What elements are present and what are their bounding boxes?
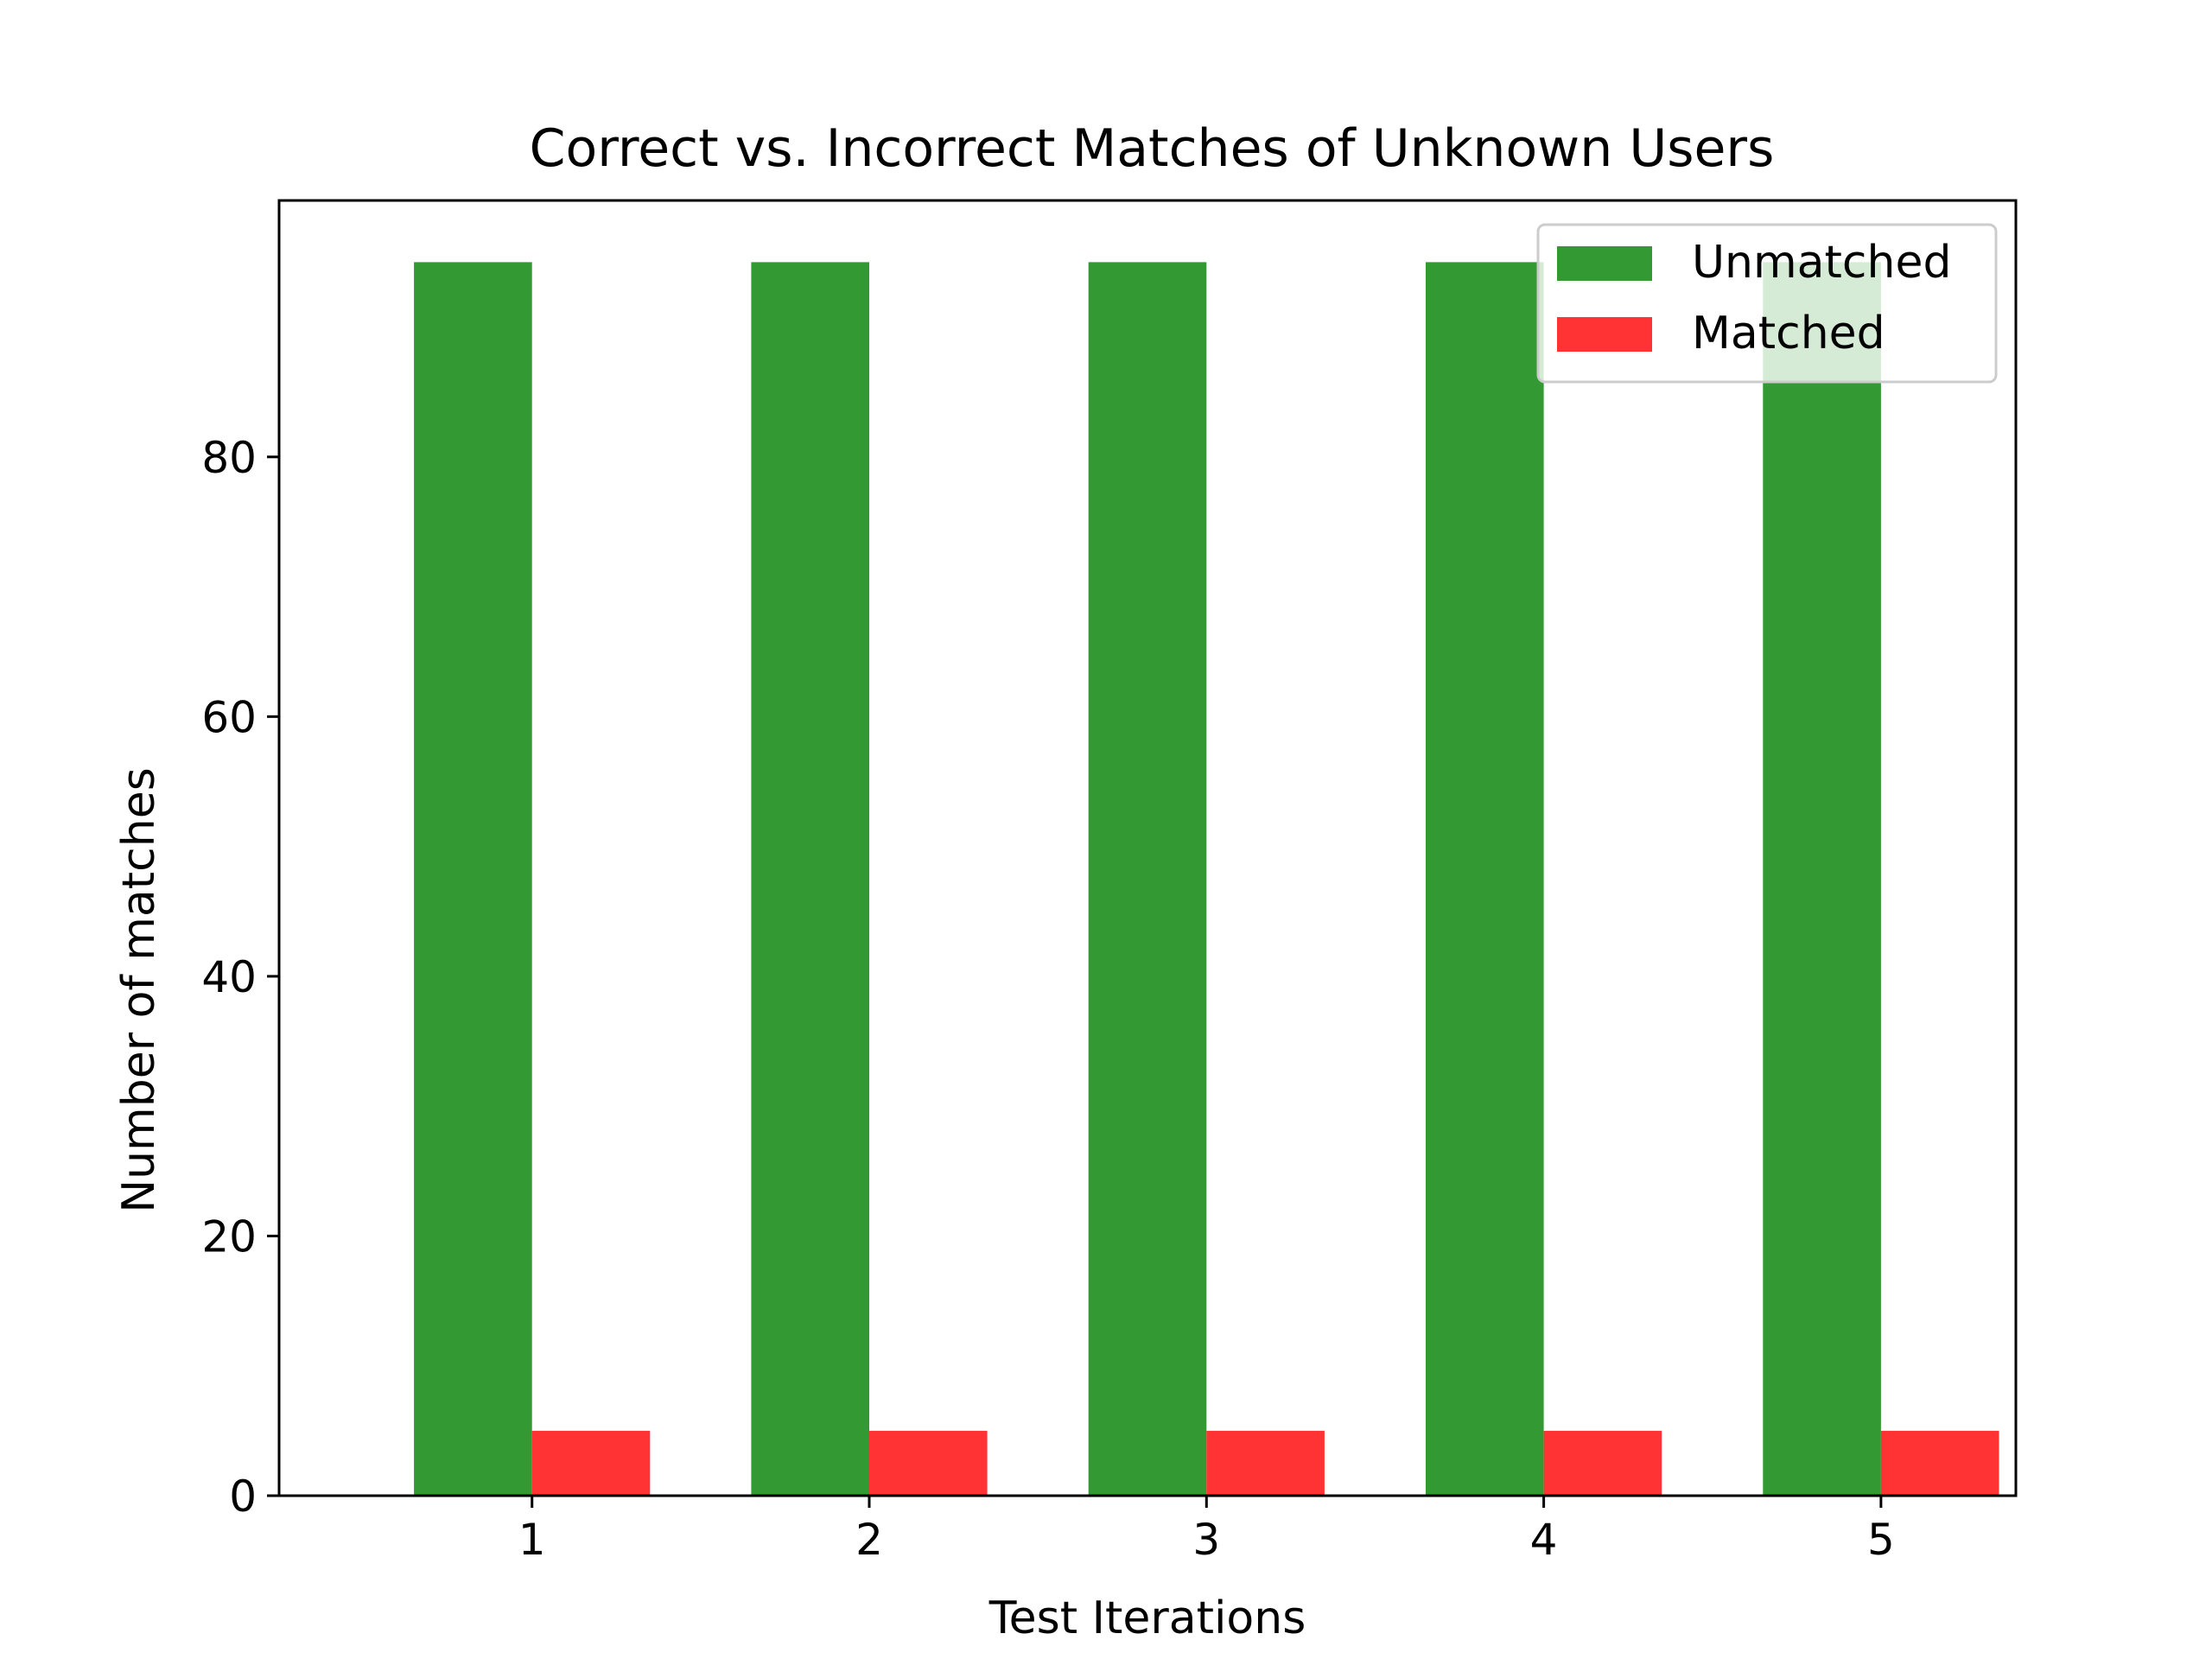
x-tick-label: 5: [1867, 1515, 1895, 1565]
legend: Unmatched Matched: [1536, 223, 1998, 384]
bar-matched-3: [1206, 1430, 1325, 1496]
x-axis: 1 2 3 4 5: [518, 1496, 1895, 1565]
y-tick-label: 80: [201, 433, 257, 483]
y-tick-label: 0: [229, 1471, 257, 1522]
bar-unmatched-2: [751, 262, 869, 1496]
y-tick-label: 40: [201, 952, 257, 1002]
bar-unmatched-3: [1088, 262, 1207, 1496]
bar-unmatched-4: [1426, 262, 1544, 1496]
x-axis-label: Test Iterations: [988, 1592, 1306, 1644]
x-tick-label: 2: [855, 1515, 883, 1565]
legend-label-matched: Matched: [1692, 308, 1885, 359]
plot-frame: [277, 199, 2018, 1497]
y-tick-label: 60: [201, 692, 257, 742]
bars-layer: [414, 262, 1999, 1496]
bar-unmatched-5: [1763, 262, 1881, 1496]
bar-unmatched-1: [414, 262, 532, 1496]
x-tick-label: 3: [1192, 1515, 1220, 1565]
chart-title: Correct vs. Incorrect Matches of Unknown…: [530, 118, 1775, 179]
x-tick-label: 4: [1530, 1515, 1558, 1565]
legend-swatch-matched: [1557, 317, 1652, 352]
bar-matched-1: [531, 1430, 651, 1496]
bar-matched-5: [1880, 1430, 1999, 1496]
x-tick-label: 1: [518, 1515, 546, 1565]
bar-matched-4: [1543, 1430, 1662, 1496]
legend-swatch-unmatched: [1557, 246, 1652, 281]
legend-box: [1536, 223, 1998, 384]
bar-matched-2: [869, 1430, 988, 1496]
y-tick-label: 20: [201, 1211, 257, 1262]
y-axis: 0 20 40 60 80: [201, 433, 279, 1522]
legend-label-unmatched: Unmatched: [1692, 237, 1951, 289]
y-axis-label: Number of matches: [113, 767, 165, 1213]
